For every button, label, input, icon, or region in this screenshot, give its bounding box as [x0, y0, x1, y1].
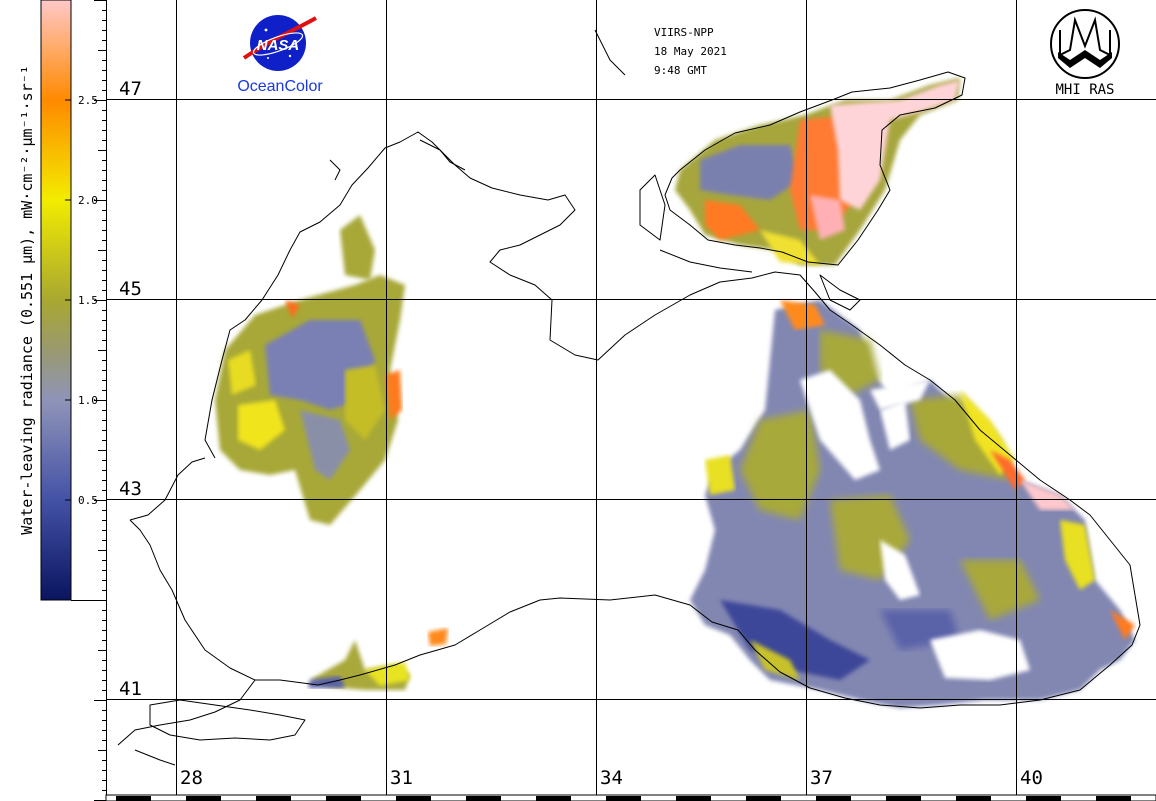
- lat-label-47: 47: [119, 78, 142, 100]
- bottom-scale-bar: [105, 794, 1156, 801]
- scale-bar-segment: [746, 796, 781, 801]
- scale-bar-segment: [116, 796, 151, 801]
- scale-bar-segment: [396, 796, 431, 801]
- scale-bar-segment: [956, 796, 991, 801]
- colorbar-tick-label: 0.5: [78, 494, 98, 507]
- acquisition-time: 9:48 GMT: [654, 64, 707, 77]
- scale-bar-segment: [886, 796, 921, 801]
- scale-bar-segment: [466, 796, 501, 801]
- scale-bar-segment: [326, 796, 361, 801]
- longitude-labels: 28 31 34 37 40: [180, 767, 1043, 789]
- scale-bar-segment: [536, 796, 571, 801]
- lon-label-28: 28: [180, 767, 203, 789]
- oceancolor-caption: OceanColor: [237, 78, 323, 95]
- graticule: [106, 0, 1156, 795]
- colorbar-ticks: 0.5 1.0 1.5 2.0 2.5: [65, 94, 106, 601]
- scale-bar-segment: [1096, 796, 1131, 801]
- map-panel: [106, 0, 1156, 795]
- radiance-southwest-coast: [308, 628, 448, 690]
- radiance-eastern-basin: [690, 300, 1135, 708]
- lat-label-43: 43: [119, 478, 142, 500]
- scale-bar-segment: [1026, 796, 1061, 801]
- sensor-name: VIIRS-NPP: [654, 26, 714, 39]
- scale-bar-segment: [186, 796, 221, 801]
- latitude-labels: 47 45 43 41: [119, 78, 142, 700]
- mhi-ras-caption: MHI RAS: [1055, 82, 1114, 98]
- lon-label-34: 34: [600, 767, 623, 789]
- colorbar: 0.5 1.0 1.5 2.0 2.5 Water-leaving radiance (…: [18, 0, 106, 601]
- nasa-logo: NASA OceanColor: [237, 15, 323, 95]
- colorbar-tick-label: 2.5: [78, 94, 98, 107]
- scale-bar-segment: [816, 796, 851, 801]
- nasa-wordmark: NASA: [257, 37, 300, 54]
- colorbar-label: Water-leaving radiance (0.551 µm), mW·cm…: [18, 65, 36, 535]
- scale-bar-segment: [676, 796, 711, 801]
- colorbar-tick-label: 1.5: [78, 294, 98, 307]
- colorbar-tick-label: 1.0: [78, 394, 98, 407]
- colorbar-tick-label: 2.0: [78, 194, 98, 207]
- scale-bar-segment: [606, 796, 641, 801]
- acquisition-header: VIIRS-NPP 18 May 2021 9:48 GMT: [654, 26, 727, 77]
- radiance-data-layer: [215, 78, 1135, 708]
- scale-bar-segment: [256, 796, 291, 801]
- lon-label-31: 31: [390, 767, 413, 789]
- mhi-ras-logo: MHI RAS: [1050, 9, 1120, 98]
- acquisition-date: 18 May 2021: [654, 45, 727, 58]
- lon-label-37: 37: [810, 767, 833, 789]
- radiance-western-shelf: [215, 215, 405, 525]
- lat-label-41: 41: [119, 678, 142, 700]
- left-axis-ticks: [94, 0, 106, 801]
- lat-label-45: 45: [119, 278, 142, 300]
- lon-label-40: 40: [1020, 767, 1043, 789]
